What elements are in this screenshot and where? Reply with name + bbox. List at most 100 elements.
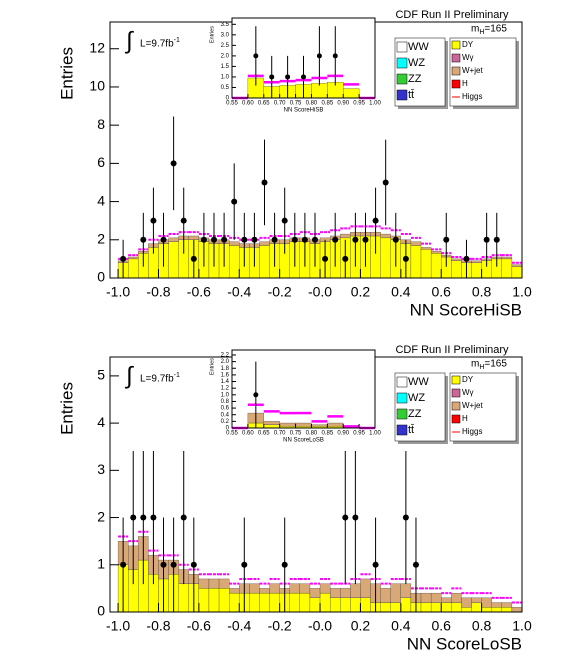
- legend-label: WW: [408, 41, 429, 53]
- x-tick-label: 0.4: [391, 618, 411, 634]
- x-tick-label: 0.75: [290, 431, 302, 437]
- data-point: [150, 217, 157, 224]
- x-tick-label: 0.95: [353, 101, 365, 107]
- stack-bar: [360, 578, 371, 598]
- y-tick-label: 2.0: [221, 359, 230, 365]
- stack-bar: [491, 602, 502, 608]
- stack-bar: [430, 253, 442, 279]
- data-point: [241, 561, 248, 568]
- legend-swatch: [451, 401, 461, 411]
- y-tick-label: 0: [97, 269, 105, 285]
- y-axis-label: Entries: [57, 382, 76, 435]
- stack-bar: [128, 256, 139, 260]
- stack-bar: [400, 583, 412, 598]
- data-point: [493, 236, 500, 243]
- stack-bar: [380, 588, 391, 603]
- lumi-label: L=9.7fb: [140, 39, 174, 50]
- data-point: [281, 217, 288, 224]
- stack-bar: [309, 588, 321, 598]
- stack-bar: [430, 602, 442, 613]
- stack-bar: [343, 88, 360, 99]
- legend-label: DY: [462, 375, 474, 384]
- data-point: [463, 255, 470, 262]
- data-point: [140, 514, 147, 521]
- stack-bar: [208, 588, 220, 613]
- lumi-label: L=9.7fb: [140, 374, 174, 385]
- y-tick-label: 0: [97, 603, 105, 619]
- legend-label: H: [462, 414, 468, 423]
- stack-bar: [481, 597, 492, 608]
- data-point: [311, 236, 318, 243]
- stack-bar: [289, 583, 300, 594]
- data-point: [231, 198, 238, 205]
- stack-bar: [198, 578, 210, 589]
- data-point: [443, 236, 450, 243]
- data-point: [301, 74, 306, 80]
- y-tick-label: 3: [97, 461, 105, 477]
- stack-bar: [319, 592, 331, 613]
- stack-bar: [178, 583, 189, 613]
- stack-bar: [451, 258, 462, 261]
- x-tick-label: 0.60: [242, 431, 254, 437]
- stack-bar: [269, 583, 280, 594]
- stack-bar: [229, 241, 240, 246]
- mass-sub: H: [479, 29, 484, 36]
- data-point: [211, 236, 218, 243]
- legend-swatch: [451, 40, 461, 50]
- y-tick-label: 0.2: [221, 419, 230, 425]
- data-point: [200, 236, 207, 243]
- mass-value: =165: [484, 24, 507, 35]
- stack-bar: [188, 235, 200, 240]
- data-point: [190, 561, 197, 568]
- stack-bar: [420, 247, 432, 250]
- inset-y-label: Entries: [209, 26, 215, 43]
- y-tick-label: 2.0: [221, 53, 230, 59]
- data-point: [352, 236, 359, 243]
- stack-bar: [400, 597, 412, 613]
- data-point: [120, 255, 127, 262]
- stack-bar: [461, 607, 472, 613]
- x-tick-label: 0.60: [242, 101, 254, 107]
- legend-swatch: [451, 375, 461, 385]
- stack-bar: [410, 241, 422, 246]
- y-tick-label: 0.4: [221, 412, 230, 418]
- legend-label: ZZ: [408, 408, 422, 420]
- stack-bar: [390, 602, 401, 613]
- legend-label: tt̄: [408, 89, 414, 101]
- data-point: [251, 236, 258, 243]
- stack-bar: [491, 607, 502, 613]
- legend-swatch: [451, 79, 461, 89]
- legend-swatch: [396, 376, 408, 388]
- data-point: [362, 236, 369, 243]
- x-tick-label: 1.0: [512, 284, 532, 300]
- stack-bar: [218, 588, 230, 613]
- x-tick-label: 0.4: [391, 284, 411, 300]
- y-tick-label: 1.6: [221, 372, 230, 378]
- y-tick-label: 12: [89, 39, 105, 55]
- y-tick-label: 10: [89, 78, 105, 94]
- y-tick-label: 0: [226, 426, 230, 432]
- legend-swatch: [451, 66, 461, 76]
- legend-label: WW: [408, 376, 429, 388]
- stack-bar: [279, 422, 296, 427]
- stack-bar: [511, 607, 523, 613]
- x-tick-label: -0.2: [268, 284, 292, 300]
- chart-title: CDF Run II Preliminary: [395, 344, 509, 356]
- y-tick-label: 0.6: [221, 406, 230, 412]
- stack-bar: [511, 266, 523, 279]
- y-tick-label: 2: [97, 508, 105, 524]
- data-point: [241, 236, 248, 243]
- legend-swatch: [451, 388, 461, 398]
- data-point: [130, 514, 137, 521]
- stack-bar: [350, 583, 361, 598]
- stack-bar: [263, 421, 280, 425]
- stack-bar: [229, 588, 240, 594]
- stack-bar: [168, 241, 179, 279]
- x-tick-label: 1.0: [512, 618, 532, 634]
- x-tick-label: 0.90: [337, 431, 349, 437]
- x-tick-label: 0.2: [351, 284, 371, 300]
- legend-swatch: [396, 424, 408, 436]
- stack-bar: [501, 607, 513, 613]
- legend-box: [449, 37, 517, 107]
